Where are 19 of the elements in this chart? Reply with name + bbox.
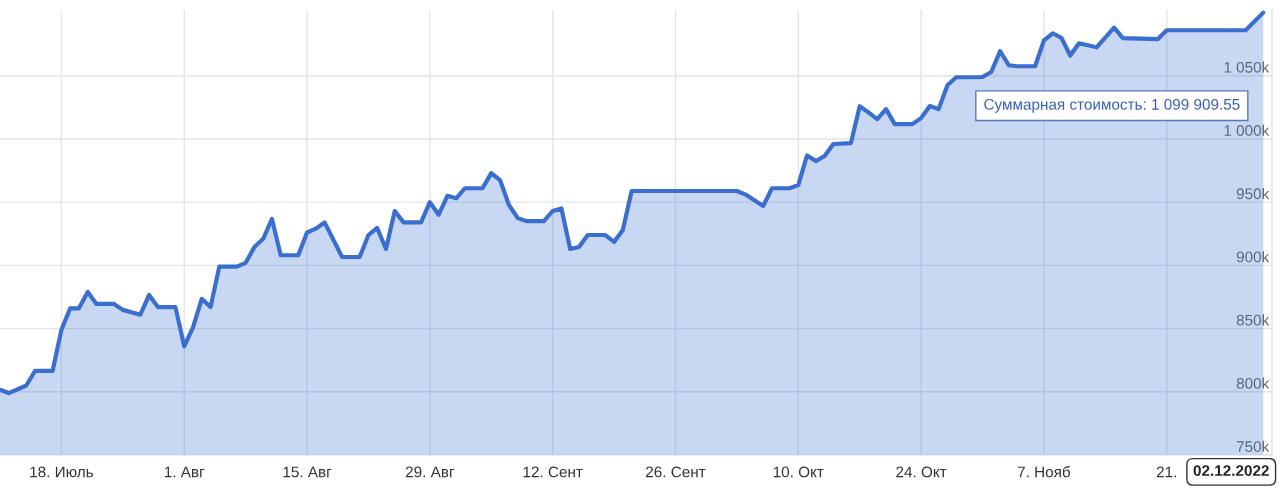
y-tick-label: 750k <box>1236 440 1270 452</box>
x-tick-label: 24. Окт <box>896 466 947 478</box>
y-tick-label: 1 000k <box>1224 124 1270 136</box>
x-tick-label: 10. Окт <box>773 466 824 478</box>
y-tick-label: 900k <box>1236 251 1270 263</box>
text: 02.12.2022 <box>1193 465 1269 477</box>
x-tick-label: 1. Авг <box>164 466 205 478</box>
x-tick-label: 26. Сент <box>646 466 706 478</box>
annotation: Суммарная стоимость: 1 099 909.55 <box>984 98 1240 113</box>
x-tick-label: 21. <box>1156 466 1176 478</box>
y-tick-label: 800k <box>1236 377 1270 389</box>
x-tick-label: 7. Нояб <box>1017 465 1071 478</box>
x-tick-label: 15. Авг <box>283 466 332 478</box>
x-tick-label: 12. Сент <box>523 466 583 478</box>
y-tick-label: 850k <box>1236 314 1270 326</box>
y-tick-label: 950k <box>1236 187 1270 200</box>
y-tick-label: 1 050k <box>1224 61 1270 73</box>
x-tick-label: 29. Авг <box>405 466 455 478</box>
x-tick-label: 18. Июль <box>30 466 94 478</box>
